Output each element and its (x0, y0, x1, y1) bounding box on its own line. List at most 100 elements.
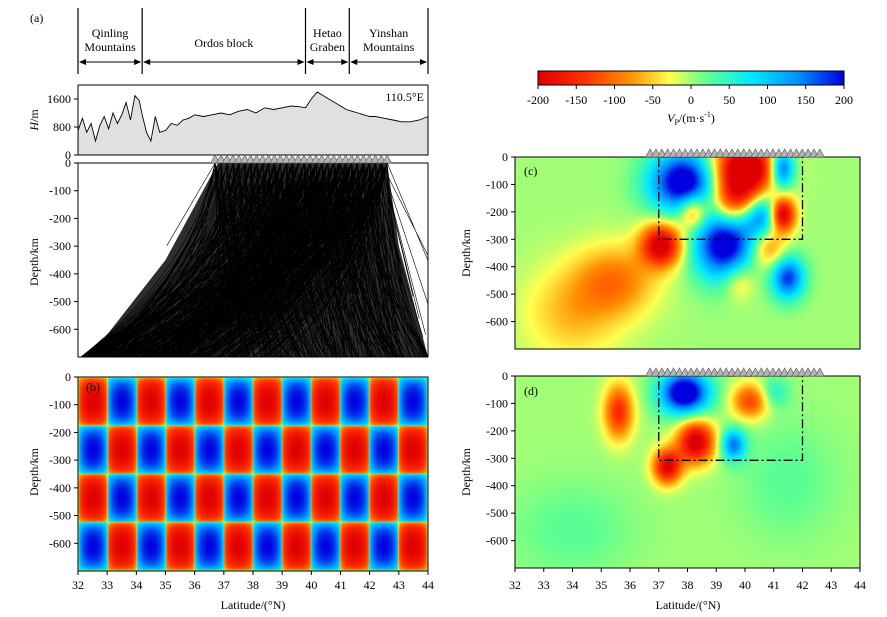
colorbar-tick-label: -200 (527, 93, 549, 107)
colorbar-tick-label: -100 (604, 93, 626, 107)
panel-b-ticks: 0 -100 -200 -300 -400 -500 -600 32 33 34 35 36 37 38 3… (49, 370, 434, 592)
region-label: Mountains (84, 40, 136, 54)
y-tick-label: -100 (486, 396, 508, 410)
x-tick-label: 34 (567, 578, 579, 592)
x-tick-label: 34 (130, 578, 142, 592)
x-tick-label: 35 (595, 578, 607, 592)
x-tick-label: 38 (682, 578, 694, 592)
region-arrow-left (79, 59, 86, 65)
region-arrow-right (297, 59, 305, 65)
x-tick-label: 39 (710, 578, 722, 592)
y-tick-label: -200 (49, 425, 71, 439)
y-tick-label: -400 (49, 481, 71, 495)
y-tick-label: -600 (486, 534, 508, 548)
station-triangle (814, 367, 825, 377)
y-tick-label: -300 (49, 453, 71, 467)
y-tick-label: -500 (486, 506, 508, 520)
station-triangle (814, 148, 825, 158)
colorbar-tick-label: 200 (835, 93, 853, 107)
y-tick-label: -300 (49, 239, 71, 253)
x-tick-label: 42 (364, 578, 376, 592)
x-tick-label: 40 (305, 578, 317, 592)
ray-y-label: Depth/km (27, 237, 41, 286)
colorbar-tick-label: 150 (797, 93, 815, 107)
panel-d-stations (645, 367, 825, 377)
x-tick-label: 41 (335, 578, 347, 592)
y-tick-label: -200 (486, 424, 508, 438)
region-arrow-right (341, 59, 349, 65)
topography-line (77, 91, 429, 143)
x-tick-label: 38 (247, 578, 259, 592)
y-tick-label: 0 (502, 150, 508, 164)
y-tick-label: -200 (486, 205, 508, 219)
y-tick-label: 0 (65, 370, 71, 384)
y-tick-label: -400 (49, 267, 71, 281)
y-tick-label: -300 (486, 451, 508, 465)
x-tick-label: 35 (160, 578, 172, 592)
panel-d-y-label: Depth/km (459, 447, 473, 496)
topography-fill (78, 92, 428, 155)
ray-stations (210, 154, 393, 164)
panel-b-y-label: Depth/km (27, 447, 41, 496)
y-tick-label: -500 (49, 295, 71, 309)
x-tick-label: 37 (653, 578, 665, 592)
region-arrow-left (143, 59, 151, 65)
colorbar-tick-label: -50 (645, 93, 661, 107)
topo-tick-label: 1600 (47, 92, 71, 106)
y-tick-label: -400 (486, 479, 508, 493)
x-tick-label: 33 (101, 578, 113, 592)
y-tick-label: -300 (486, 232, 508, 246)
panel-d: (d) 0 -100 -200 -300 -400 -500 -600 32 33 34 35 36 3… (459, 367, 866, 612)
colorbar-tick-label: 100 (759, 93, 777, 107)
x-tick-label: 36 (189, 578, 201, 592)
colorbar-gradient (537, 70, 845, 86)
region-arrow-left (350, 59, 358, 65)
panel-b-x-label: Latitude/(°N) (221, 598, 286, 612)
x-tick-label: 40 (739, 578, 751, 592)
region-arrow-right (420, 59, 427, 65)
colorbar-label: VP/(m·s-1) (667, 110, 715, 127)
colorbar-tick-label: 0 (688, 93, 694, 107)
region-label: Qinling (92, 26, 129, 40)
x-tick-label: 36 (624, 578, 636, 592)
ray-paths (80, 163, 428, 357)
region-label: Graben (310, 40, 345, 54)
panel-d-label: (d) (524, 384, 538, 398)
y-tick-label: 0 (65, 156, 71, 170)
panel-c-stations (645, 148, 825, 158)
region-label: Mountains (363, 40, 415, 54)
topo-tick-label: 800 (53, 120, 71, 134)
panel-c-y-label: Depth/km (459, 228, 473, 277)
checkerboard-image (78, 377, 428, 571)
panel-c-label: (c) (524, 164, 537, 178)
topography-y-label: H/m (27, 109, 41, 132)
topo-tick-label: 0 (65, 148, 71, 162)
panel-d-ticks: 0 -100 -200 -300 -400 -500 -600 32 33 34 35 36 37 38 3… (486, 369, 866, 592)
station-triangle (382, 154, 393, 164)
panel-ray-paths: 0 -100 -200 -300 -400 -500 -600 Depth/km (27, 154, 429, 358)
y-tick-label: -600 (49, 536, 71, 550)
colorbar-tick-label: 50 (723, 93, 735, 107)
topography-y-ticks: 0 800 1600 (47, 92, 78, 162)
x-tick-label: 44 (854, 578, 866, 592)
x-tick-label: 32 (509, 578, 521, 592)
panel-c: (c) 0 -100 -200 -300 -400 -500 -600 Depth/km (459, 148, 861, 350)
panel-b: (b) 0 -100 -200 -300 -400 -500 -600 32 33 34 35 36 3… (27, 370, 434, 612)
y-tick-label: -500 (49, 509, 71, 523)
panel-a-label: (a) (30, 11, 43, 25)
y-tick-label: -600 (49, 322, 71, 336)
panel-b-label: (b) (86, 380, 100, 394)
colorbar-tick-label: -150 (565, 93, 587, 107)
y-tick-label: -100 (486, 177, 508, 191)
x-tick-label: 33 (538, 578, 550, 592)
ray-density (89, 163, 428, 357)
longitude-annotation: 110.5°E (385, 90, 424, 104)
region-arrow-left (306, 59, 314, 65)
topography-profile (77, 91, 429, 155)
topography-frame (77, 84, 429, 156)
x-tick-label: 39 (276, 578, 288, 592)
panel-d-image (515, 376, 860, 568)
region-arrow-right (134, 59, 142, 65)
x-tick-label: 43 (393, 578, 405, 592)
